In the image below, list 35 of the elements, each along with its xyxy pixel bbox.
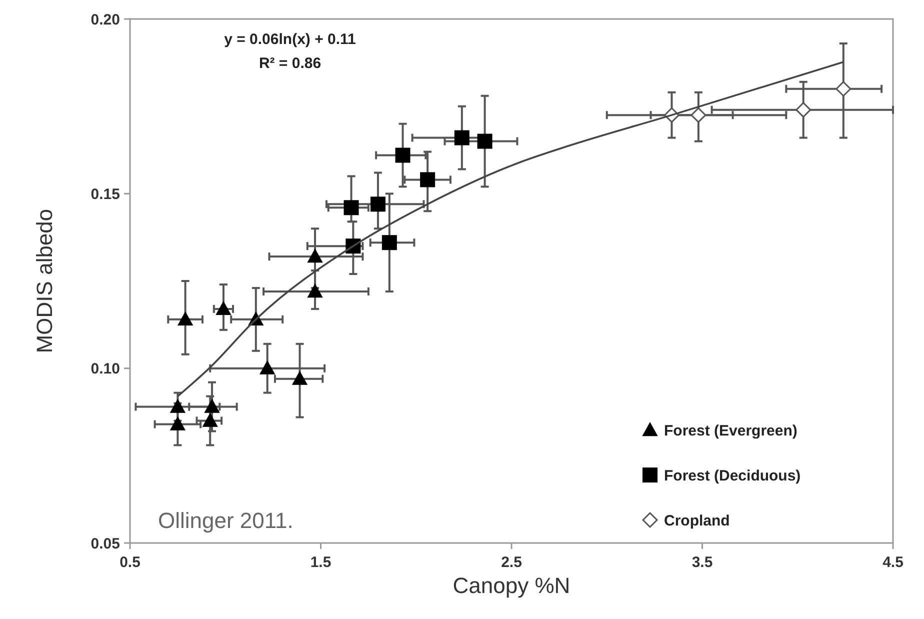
point: [690, 107, 706, 123]
x-tick-label: 1.5: [310, 554, 332, 571]
point: [420, 172, 436, 188]
y-tick-label: 0.15: [90, 186, 120, 203]
x-tick-label: 3.5: [692, 554, 713, 571]
point: [395, 148, 410, 163]
y-tick-label: 0.05: [90, 535, 120, 552]
annotation: R² = 0.86: [258, 55, 322, 72]
point: [170, 416, 186, 430]
y-tick-label: 0.20: [90, 11, 120, 28]
point: [170, 399, 186, 413]
point: [292, 371, 308, 385]
x-tick-label: 2.5: [501, 554, 522, 571]
legend-label: Forest (Evergreen): [664, 422, 798, 440]
x-axis-title: Canopy %N: [452, 573, 570, 598]
annotation: Ollinger 2011.: [158, 508, 294, 533]
x-tick-label: 0.5: [120, 554, 140, 571]
point: [836, 81, 852, 97]
y-tick-label: 0.10: [90, 360, 120, 378]
point: [216, 301, 231, 316]
point: [370, 196, 386, 212]
point: [260, 360, 275, 374]
point: [178, 312, 193, 326]
legend-label: Cropland: [664, 512, 730, 530]
point: [796, 102, 812, 118]
x-tick-label: 4.5: [882, 554, 904, 571]
point: [454, 130, 470, 146]
y-axis-title: MODIS albedo: [32, 208, 57, 354]
legend-label: Forest (Deciduous): [664, 467, 801, 484]
point: [308, 249, 323, 263]
point: [344, 200, 359, 216]
annotation: y = 0.06ln(x) + 0.11: [224, 31, 356, 48]
point: [202, 413, 218, 427]
point: [308, 284, 323, 298]
point: [382, 235, 397, 250]
